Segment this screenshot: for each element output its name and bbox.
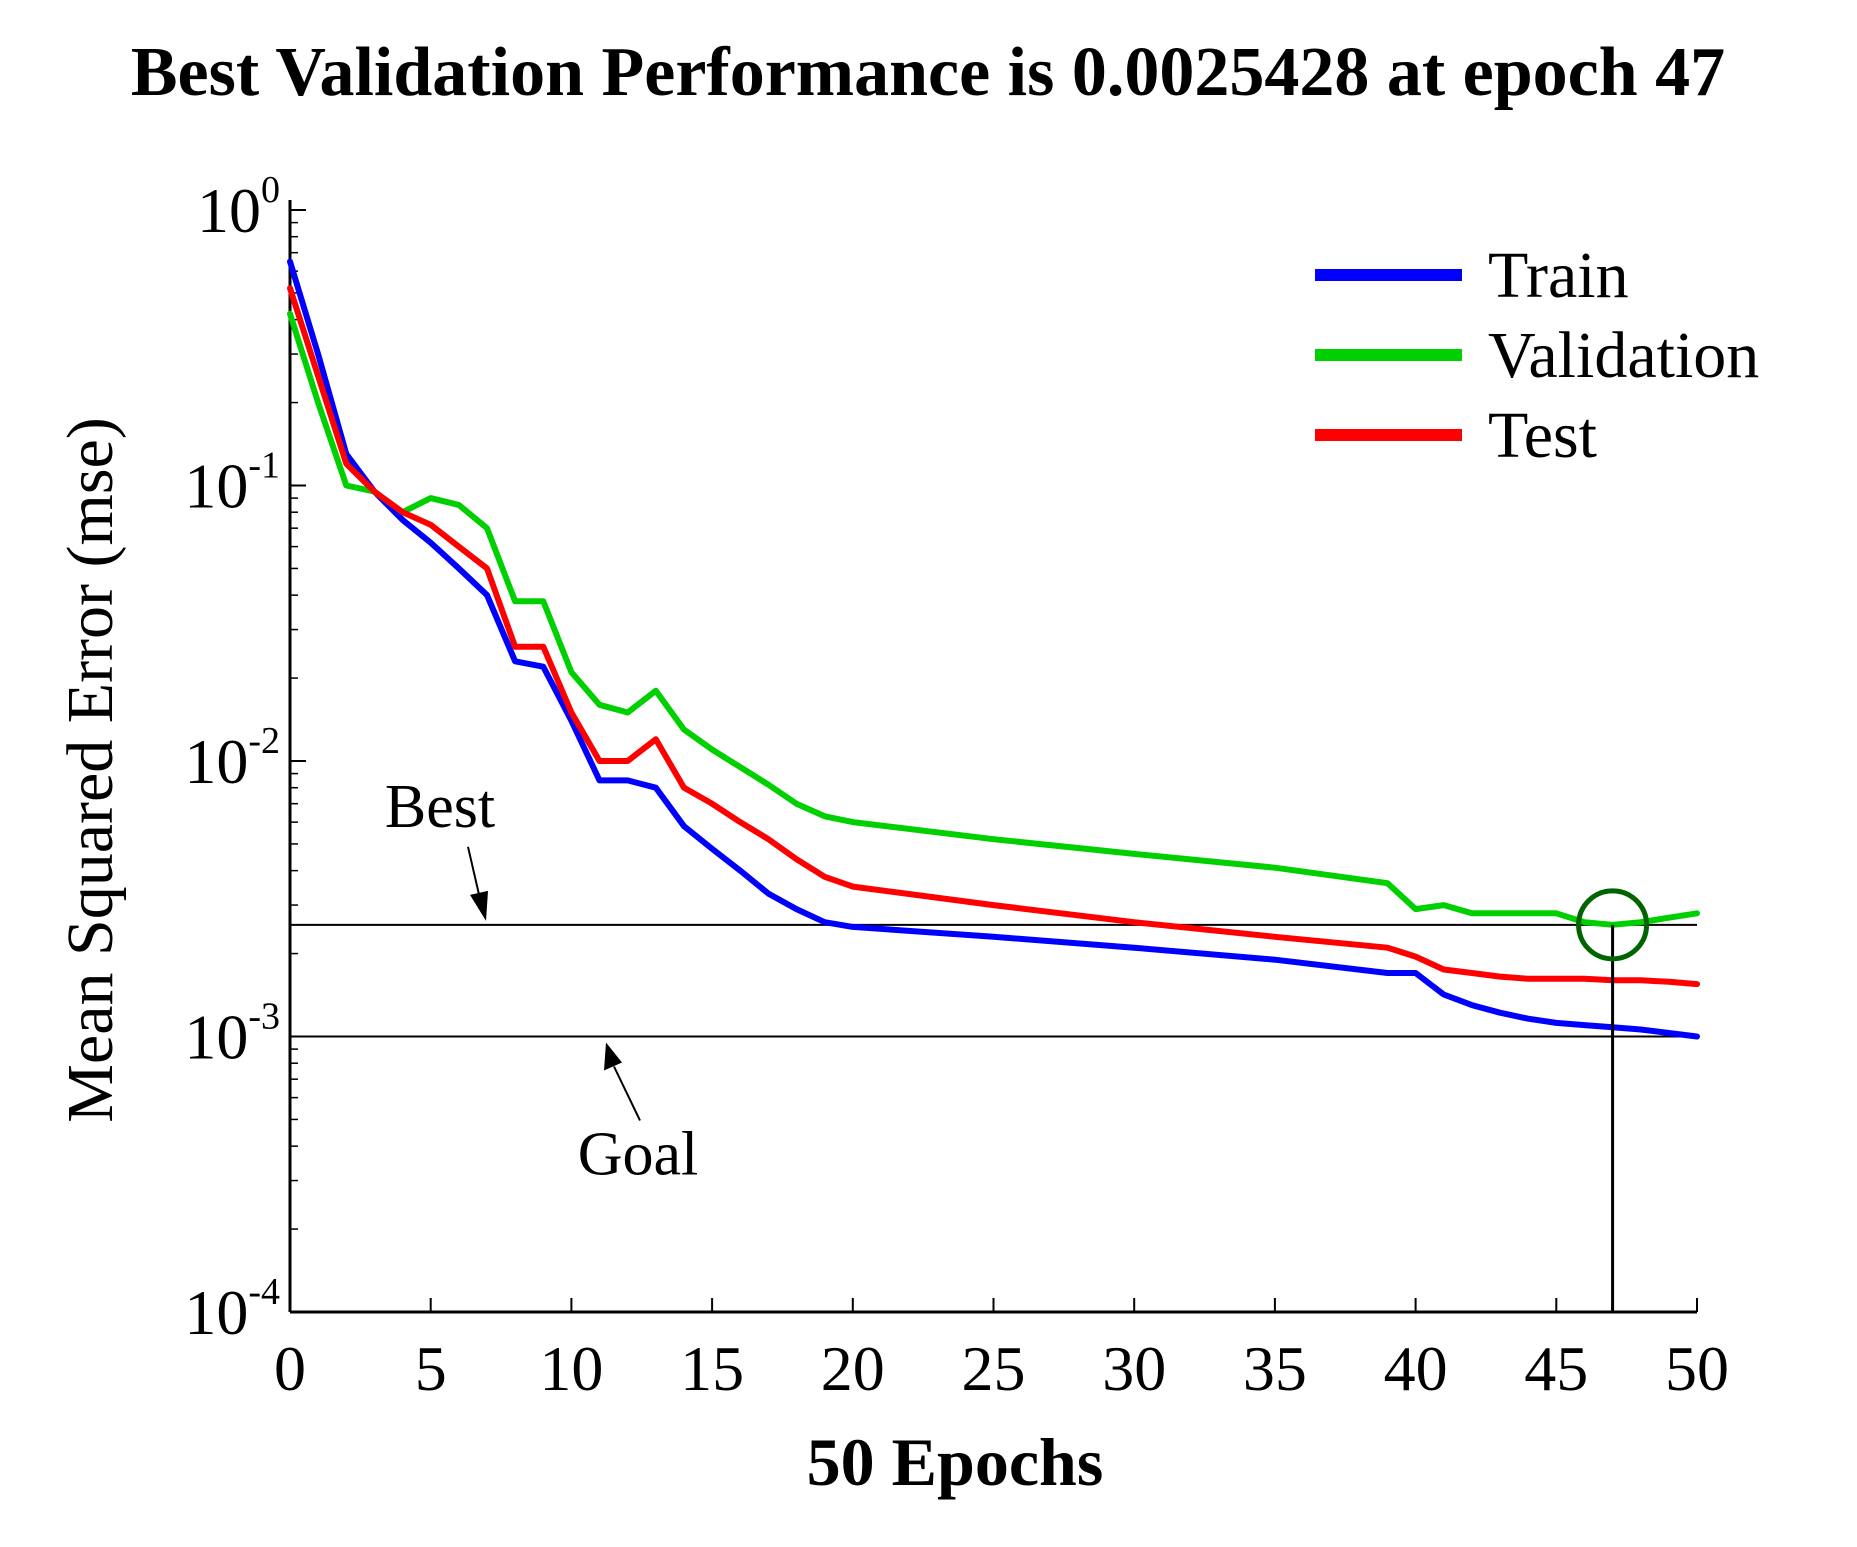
- y-tick-label: 10-4: [184, 1271, 280, 1348]
- y-tick-label: 10-2: [184, 720, 280, 797]
- best-arrow-head: [470, 890, 488, 921]
- x-tick-label: 35: [1243, 1333, 1307, 1404]
- x-tick-label: 20: [821, 1333, 885, 1404]
- x-tick-label: 25: [962, 1333, 1026, 1404]
- x-tick-label: 10: [539, 1333, 603, 1404]
- best-annotation-label: Best: [385, 773, 495, 841]
- x-tick-label: 30: [1102, 1333, 1166, 1404]
- series-train-line: [287, 258, 1700, 1040]
- y-tick-label: 100: [197, 169, 280, 246]
- goal-annotation-arrow: [613, 1066, 641, 1121]
- y-tick-label: 10-3: [184, 996, 280, 1073]
- x-tick-label: 5: [415, 1333, 447, 1404]
- best-annotation-arrow: [467, 846, 481, 900]
- x-axis-label: 50 Epochs: [807, 1424, 1104, 1500]
- chart-title: Best Validation Performance is 0.0025428…: [131, 34, 1725, 111]
- x-tick-label: 0: [274, 1333, 306, 1404]
- x-tick-label: 15: [680, 1333, 744, 1404]
- series-test-line: [287, 285, 1700, 988]
- goal-annotation-label: Goal: [578, 1121, 699, 1189]
- x-tick-label: 50: [1665, 1333, 1729, 1404]
- x-tick-label: 40: [1384, 1333, 1448, 1404]
- y-tick-label: 10-1: [184, 445, 280, 522]
- best-point-circle: [1576, 888, 1650, 962]
- legend-label-test: Test: [1488, 399, 1597, 472]
- x-tick-label: 45: [1524, 1333, 1588, 1404]
- goal-arrow-head: [604, 1042, 622, 1071]
- legend-label-train: Train: [1488, 239, 1629, 312]
- legend-label-validation: Validation: [1488, 319, 1759, 392]
- y-axis-label: Mean Squared Error (mse): [54, 417, 127, 1123]
- series-validation-line: [287, 310, 1700, 928]
